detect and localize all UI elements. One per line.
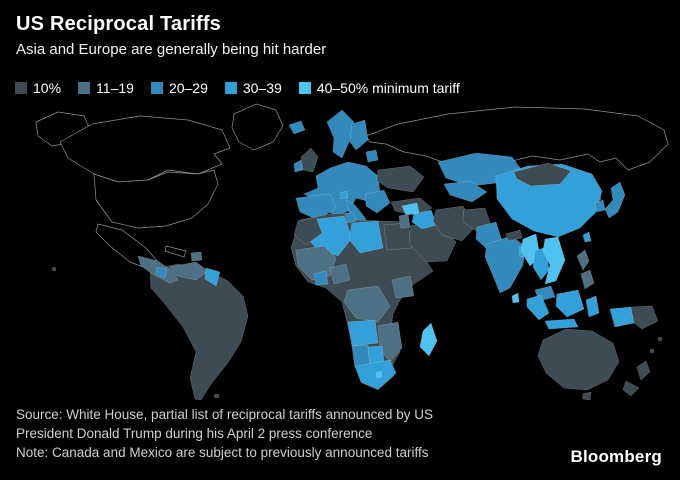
map-region-nicaragua xyxy=(155,266,168,279)
legend-label-40-50: 40–50% minimum tariff xyxy=(316,80,460,96)
map-region-mongolia xyxy=(513,162,572,187)
map-region-japan xyxy=(604,181,626,219)
map-region-china xyxy=(495,163,603,238)
map-region-borneo xyxy=(555,289,585,318)
note-line: Note: Canada and Mexico are subject to p… xyxy=(16,445,429,461)
map-region-vietnam-laos-cambodia xyxy=(542,236,566,285)
map-region-drc xyxy=(343,285,391,323)
bloomberg-logo: Bloomberg xyxy=(570,447,662,466)
legend-label-11-19: 11–19 xyxy=(96,80,134,96)
source-line-2: President Donald Trump during his April … xyxy=(16,426,373,442)
map-region-lesotho xyxy=(375,370,383,379)
map-region-finland xyxy=(349,119,369,151)
map-region-russia xyxy=(365,106,669,171)
map-region-hispaniola xyxy=(190,251,203,262)
map-region-angola xyxy=(347,319,379,347)
legend-item-30-39: 30–39 xyxy=(224,80,282,96)
map-region-pacific-islands xyxy=(51,266,663,399)
map-region-scandinavia xyxy=(326,109,355,159)
world-choropleth-map xyxy=(35,103,669,401)
map-group-shaded xyxy=(51,109,663,401)
map-region-zambia-zimbabwe-mozambique xyxy=(377,321,403,363)
map-region-cote-divoire-ghana xyxy=(313,270,329,286)
map-region-sumatra xyxy=(526,294,550,321)
map-region-new-zealand-north xyxy=(636,360,651,381)
map-region-uk xyxy=(300,147,319,173)
map-region-switzerland xyxy=(339,190,349,200)
legend-item-20-29: 20–29 xyxy=(150,80,208,96)
map-region-philippines-north xyxy=(576,249,590,271)
map-region-west-papua xyxy=(609,306,635,328)
page-title: US Reciprocal Tariffs xyxy=(16,13,222,35)
map-region-philippines-south xyxy=(580,269,595,290)
map-region-greenland xyxy=(231,103,284,151)
legend-item-40-50: 40–50% minimum tariff xyxy=(298,80,460,96)
map-region-madagascar xyxy=(419,322,438,357)
legend-swatch-30-39-icon xyxy=(224,82,237,94)
map-region-south-africa xyxy=(354,359,397,390)
map-region-sri-lanka xyxy=(511,292,520,304)
legend-label-10: 10% xyxy=(33,80,62,96)
map-region-morocco xyxy=(293,216,323,246)
map-region-india xyxy=(484,235,526,294)
map-region-papua-new-guinea xyxy=(630,305,659,330)
map-region-iberia xyxy=(295,193,337,221)
map-region-south-korea xyxy=(594,199,606,213)
map-region-nepal xyxy=(505,229,523,242)
map-region-egypt xyxy=(383,222,413,251)
map-region-israel-jordan xyxy=(398,213,411,229)
map-region-kenya-tanzania xyxy=(391,275,415,299)
map-region-syria xyxy=(401,202,420,216)
map-region-guyana xyxy=(204,267,221,287)
map-region-balkans xyxy=(365,189,391,214)
map-region-uzbekistan-turkmenistan xyxy=(443,180,488,203)
map-group-unshaded xyxy=(35,103,669,269)
map-region-libya xyxy=(348,220,384,254)
legend-label-30-39: 30–39 xyxy=(242,80,282,96)
source-note-block: Source: White House, partial list of rec… xyxy=(16,405,433,462)
page-subtitle: Asia and Europe are generally being hit … xyxy=(16,41,327,58)
map-region-new-zealand-south xyxy=(622,380,640,397)
tariff-legend: 10% 11–19 20–29 30–39 40–50% minimum tar… xyxy=(15,80,460,96)
map-region-nigeria xyxy=(329,263,351,285)
map-region-venezuela xyxy=(169,261,209,281)
legend-swatch-11-19-icon xyxy=(78,82,91,94)
legend-item-10: 10% xyxy=(15,80,61,96)
map-region-eastern-europe xyxy=(376,165,425,193)
map-region-south-america xyxy=(149,263,249,401)
map-region-iraq xyxy=(411,209,438,230)
legend-swatch-40-50-icon xyxy=(298,82,311,94)
map-region-tasmania xyxy=(582,391,592,401)
map-region-java xyxy=(544,318,579,330)
map-region-australia xyxy=(537,328,620,391)
map-region-iceland xyxy=(288,120,306,135)
legend-item-11-19: 11–19 xyxy=(78,80,134,96)
legend-swatch-10-icon xyxy=(15,82,27,94)
map-region-tunisia xyxy=(344,211,357,224)
map-region-usa xyxy=(93,169,219,229)
source-line-1: Source: White House, partial list of rec… xyxy=(16,407,433,422)
map-region-cuba xyxy=(164,245,187,258)
legend-swatch-20-29-icon xyxy=(150,82,163,94)
map-region-baltics xyxy=(365,149,379,163)
legend-label-20-29: 20–29 xyxy=(168,80,208,96)
map-region-taiwan xyxy=(582,231,592,243)
map-region-ireland xyxy=(293,159,304,173)
map-region-sulawesi xyxy=(585,295,600,318)
